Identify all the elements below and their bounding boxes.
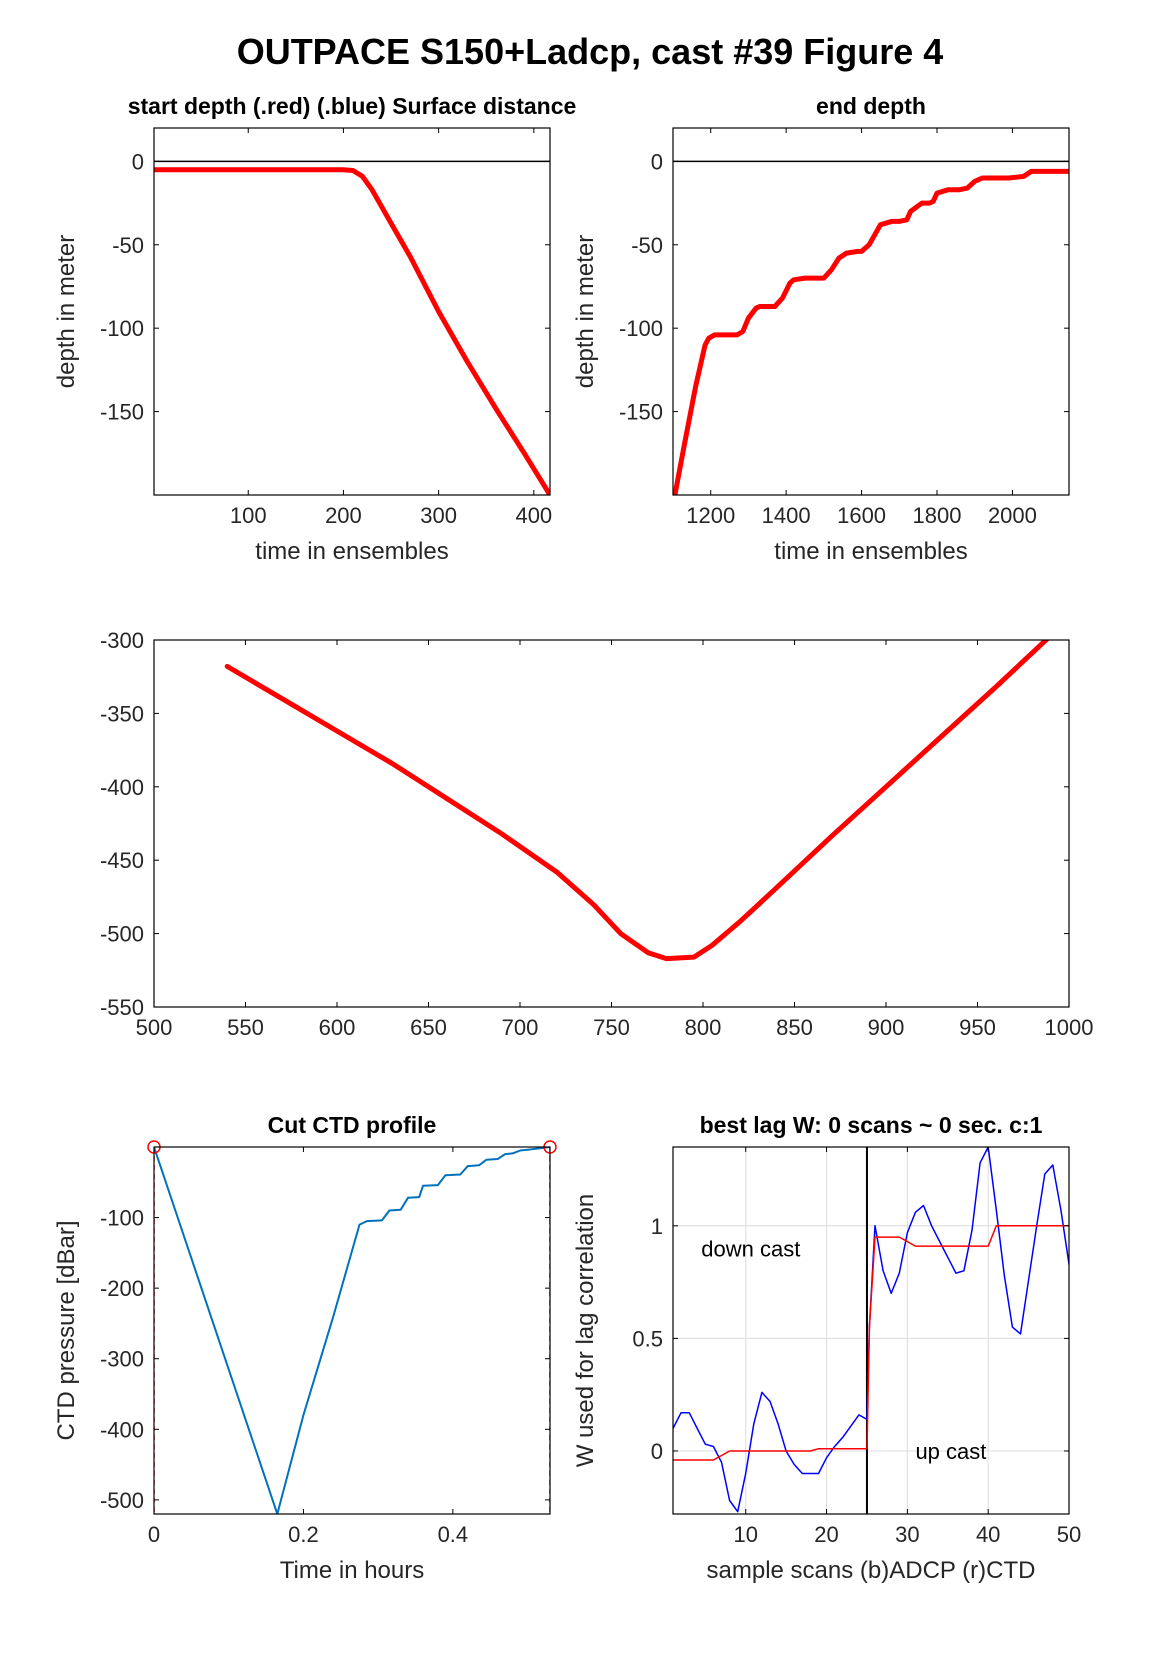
axes-box (672, 1146, 1070, 1515)
plot-content (673, 160, 1069, 495)
y-tick-label: -50 (112, 233, 144, 258)
series-line-1 (154, 1147, 550, 1514)
plot-area (154, 128, 550, 495)
x-tick-label: 700 (502, 1015, 539, 1040)
y-tick-label: -100 (100, 316, 144, 341)
axes-box (672, 127, 1070, 496)
y-tick-label: 0 (651, 1439, 663, 1464)
plot-content (154, 1147, 550, 1514)
x-tick-label: 1000 (1045, 1015, 1094, 1040)
chart-middle: 500 550 600 650 700 750 800 850 900 950 1000 -300 -3… (100, 628, 1094, 1040)
x-tick-label: 50 (1057, 1522, 1081, 1547)
y-tick-label: -450 (100, 848, 144, 873)
x-tick-label: 800 (685, 1015, 722, 1040)
y-tick-label: -300 (100, 1347, 144, 1372)
x-tick-label: 750 (593, 1015, 630, 1040)
x-tick-label: 500 (136, 1015, 173, 1040)
figure-title: OUTPACE S150+Ladcp, cast #39 Figure 4 (237, 31, 944, 72)
series-line-1 (673, 168, 1069, 495)
x-axis-label: time in ensembles (255, 538, 448, 565)
plot-content (224, 640, 1050, 962)
x-tick-label: 1800 (913, 503, 962, 528)
x-tick-label: 1400 (762, 503, 811, 528)
y-tick-label: -300 (100, 628, 144, 653)
x-tick-label: 20 (814, 1522, 838, 1547)
x-tick-label: 0.2 (288, 1522, 319, 1547)
series-line-1 (224, 640, 1050, 962)
plot-content (154, 160, 550, 495)
y-axis-label: CTD pressure [dBar] (53, 1220, 80, 1440)
y-tick-label: -150 (619, 400, 663, 425)
axes-box (153, 127, 551, 496)
x-tick-label: 300 (420, 503, 457, 528)
y-axis-label: depth in meter (53, 235, 80, 388)
y-tick-label: -500 (100, 1488, 144, 1513)
y-axis-label: depth in meter (572, 235, 599, 388)
annotation-label: up cast (915, 1439, 986, 1464)
x-tick-label: 0.4 (438, 1522, 469, 1547)
axes-box (153, 1146, 551, 1515)
x-tick-label: 1600 (837, 503, 886, 528)
chart-title: best lag W: 0 scans ~ 0 sec. c:1 (700, 1112, 1043, 1138)
chart-best-lag: 10 20 30 40 50 0 0.5 1 best lag W: 0 scans ~ 0 s… (572, 1112, 1081, 1584)
x-tick-label: 950 (959, 1015, 996, 1040)
x-axis-label: time in ensembles (774, 538, 967, 565)
x-tick-label: 2000 (988, 503, 1037, 528)
y-tick-label: 1 (651, 1214, 663, 1239)
plot-area (673, 128, 1069, 495)
x-tick-label: 30 (895, 1522, 919, 1547)
plot-content (673, 1147, 1069, 1514)
chart-title: Cut CTD profile (268, 1112, 437, 1138)
x-tick-label: 40 (976, 1522, 1000, 1547)
chart-start-depth: 100 200 300 400 0 -50 -100 -150 start depth (.re… (53, 93, 576, 565)
series-line-1 (154, 167, 550, 495)
series-line-2 (673, 1225, 1069, 1461)
plot-area (154, 1147, 550, 1514)
y-tick-label: -400 (100, 1417, 144, 1442)
chart-end-depth: 1200 1400 1600 1800 2000 0 -50 -100 -150 end dept… (572, 93, 1070, 565)
x-tick-label: 850 (776, 1015, 813, 1040)
chart-cut-ctd: 0 0.2 0.4 -100 -200 -300 -400 -500 Cut CTD profi… (53, 1112, 557, 1584)
x-tick-label: 600 (319, 1015, 356, 1040)
x-tick-label: 200 (325, 503, 362, 528)
chart-title: end depth (816, 93, 926, 119)
plot-area (154, 640, 1069, 1007)
y-axis-label: W used for lag correlation (572, 1194, 599, 1467)
y-tick-label: -150 (100, 400, 144, 425)
y-tick-label: 0 (132, 149, 144, 174)
x-axis-label: sample scans (b)ADCP (r)CTD (707, 1557, 1036, 1584)
y-tick-label: -550 (100, 995, 144, 1020)
x-tick-label: 650 (410, 1015, 447, 1040)
y-tick-label: -100 (100, 1206, 144, 1231)
y-tick-label: 0 (651, 149, 663, 174)
x-axis-label: Time in hours (280, 1557, 425, 1584)
y-tick-label: -350 (100, 701, 144, 726)
x-tick-label: 1200 (686, 503, 735, 528)
y-tick-label: -400 (100, 775, 144, 800)
chart-title: start depth (.red) (.blue) Surface dista… (128, 93, 577, 119)
plot-area (673, 1147, 1069, 1514)
x-tick-label: 0 (148, 1522, 160, 1547)
x-tick-label: 400 (515, 503, 552, 528)
x-tick-label: 10 (733, 1522, 757, 1547)
y-tick-label: 0.5 (632, 1326, 663, 1351)
annotation-label: down cast (701, 1236, 800, 1261)
x-tick-label: 900 (868, 1015, 905, 1040)
y-tick-label: -100 (619, 316, 663, 341)
y-tick-label: -500 (100, 922, 144, 947)
y-tick-label: -50 (631, 233, 663, 258)
x-tick-label: 100 (230, 503, 267, 528)
x-tick-label: 550 (227, 1015, 264, 1040)
y-tick-label: -200 (100, 1276, 144, 1301)
